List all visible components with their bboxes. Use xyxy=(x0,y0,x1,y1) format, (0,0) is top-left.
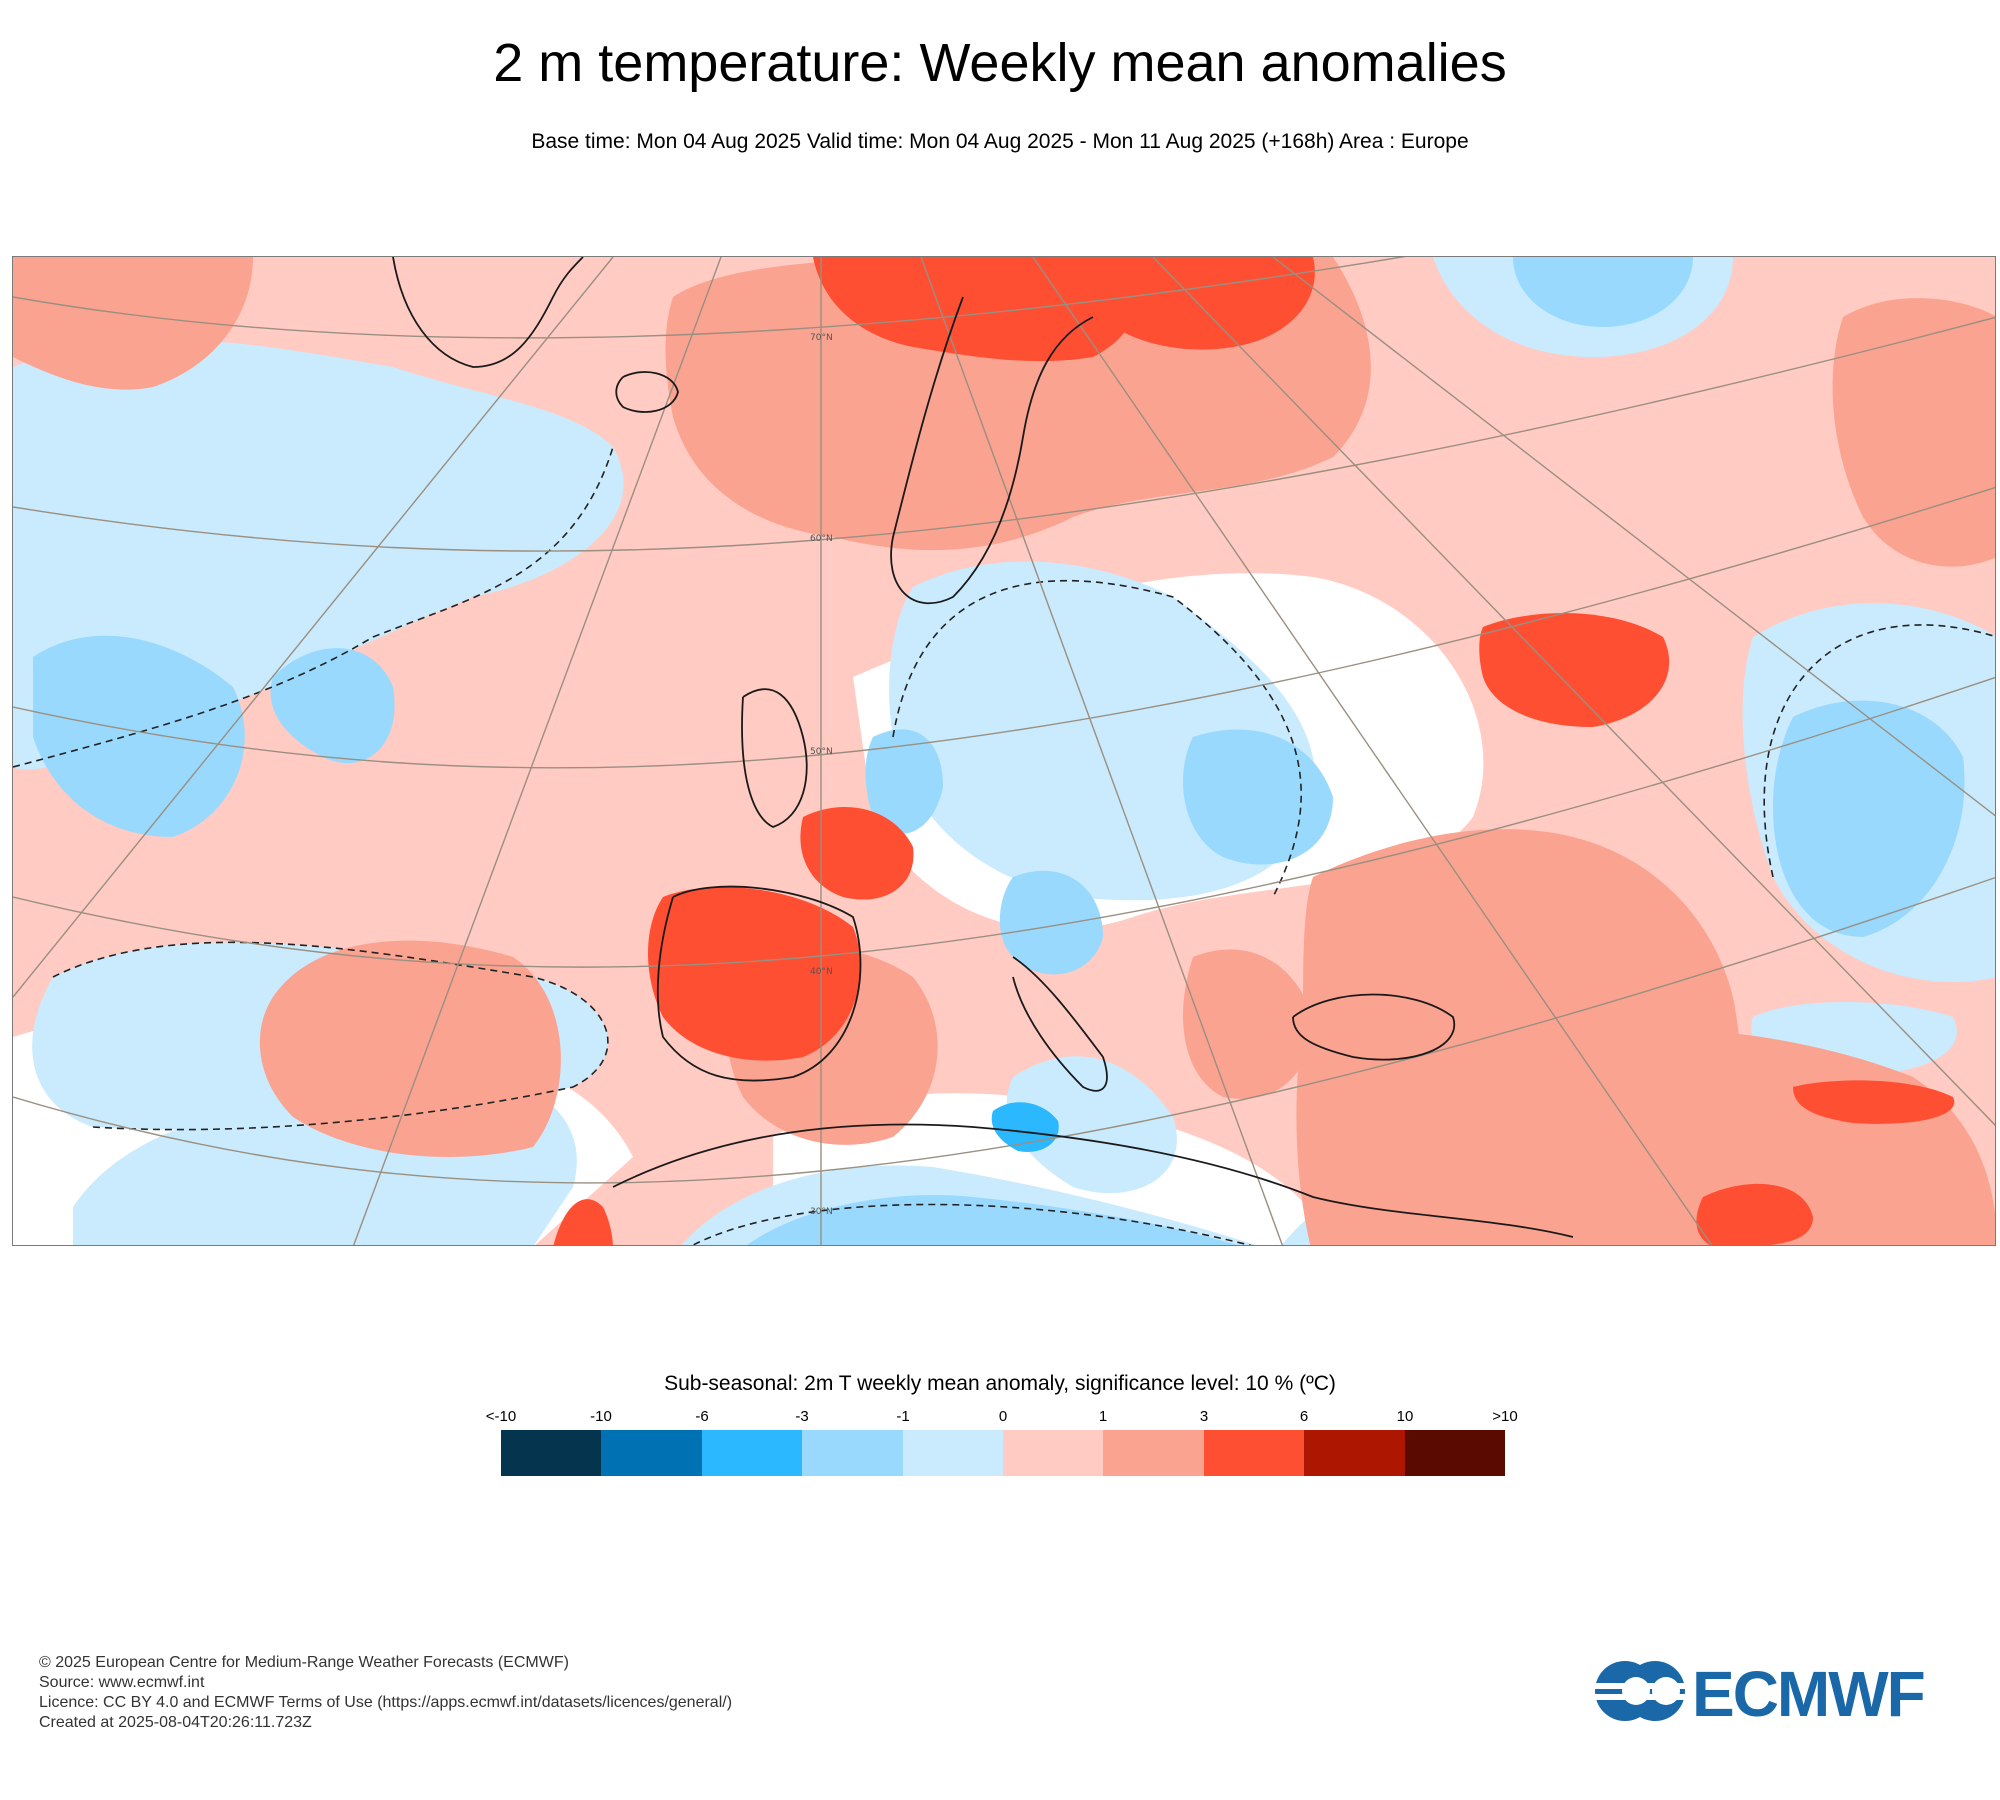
blue-zone-russia xyxy=(1183,729,1333,865)
legend-swatch xyxy=(1404,1430,1506,1476)
licence-line: Licence: CC BY 4.0 and ECMWF Terms of Us… xyxy=(39,1694,733,1711)
legend-swatch xyxy=(802,1430,903,1476)
coastline-iceland xyxy=(615,371,679,413)
lat-label-50: 50°N xyxy=(810,747,833,757)
lat-label-70: 70°N xyxy=(810,333,833,343)
legend-swatch xyxy=(701,1430,803,1476)
blue-zone-north-africa xyxy=(747,1195,1238,1245)
red-zone-greenland xyxy=(13,257,253,390)
ecmwf-logo: ECMWF xyxy=(1592,1656,1967,1730)
significance-contour xyxy=(691,1203,1252,1245)
longitude-line xyxy=(1032,257,1713,1245)
legend-tick: -3 xyxy=(795,1408,809,1425)
anomaly-map: 70°N 60°N 50°N 40°N 30°N xyxy=(12,256,1996,1246)
longitude-line xyxy=(352,257,722,1245)
red-zone-ural xyxy=(1832,298,1995,567)
significance-contour xyxy=(52,941,609,1088)
legend-tick: >10 xyxy=(1492,1408,1518,1425)
strongred-zone-iberia xyxy=(648,887,861,1061)
latitude-line xyxy=(13,876,1995,1184)
copyright-line: © 2025 European Centre for Medium-Range … xyxy=(39,1654,569,1671)
created-line: Created at 2025-08-04T20:26:11.723Z xyxy=(39,1714,312,1731)
map-canvas: 70°N 60°N 50°N 40°N 30°N xyxy=(13,257,1995,1245)
latitude-line xyxy=(13,486,1995,769)
significance-contour xyxy=(892,579,1302,898)
legend-tick: -10 xyxy=(590,1408,612,1425)
legend-ticks: <-10 -10 -6 -3 -1 0 1 3 6 10 >10 xyxy=(486,1408,1520,1428)
legend-swatch xyxy=(501,1430,602,1476)
coastline-italy xyxy=(1012,956,1108,1092)
longitude-line xyxy=(1272,257,1995,817)
source-line: Source: www.ecmwf.int xyxy=(39,1674,205,1691)
coastlines xyxy=(392,257,1574,1238)
legend-swatch xyxy=(1003,1430,1104,1476)
legend-swatch xyxy=(1103,1430,1204,1476)
darkblue-zone-tunisia xyxy=(991,1102,1059,1152)
legend-tick: -6 xyxy=(695,1408,709,1425)
red-zone-atlantic xyxy=(259,940,561,1157)
lat-label-60: 60°N xyxy=(810,534,833,544)
lat-label-40: 40°N xyxy=(810,967,833,977)
strongred-zone-morocco xyxy=(553,1199,613,1245)
legend-tick: 6 xyxy=(1299,1408,1309,1425)
blue-zone-arctic xyxy=(1513,257,1693,327)
chart-subtitle: Base time: Mon 04 Aug 2025 Valid time: M… xyxy=(531,130,1469,153)
blue-zone-germany xyxy=(999,870,1103,975)
strongred-zone-north-russia xyxy=(1093,257,1315,350)
legend-tick: 3 xyxy=(1199,1408,1209,1425)
coastline-black-sea xyxy=(1292,993,1456,1061)
ecmwf-logo-text: ECMWF xyxy=(1692,1658,1924,1726)
legend-swatch xyxy=(1304,1430,1405,1476)
blue-zone-iceland-sea xyxy=(270,648,395,764)
coastline-iberia xyxy=(656,885,862,1082)
coastline-greenland xyxy=(392,257,584,368)
legend-swatch xyxy=(601,1430,702,1476)
latitude-line xyxy=(13,257,1407,339)
blue-zone-labrador xyxy=(33,635,245,837)
strongred-zone-iran xyxy=(1793,1080,1955,1124)
legend-tick: <-10 xyxy=(485,1408,517,1425)
ecmwf-logo-graphic: ECMWF xyxy=(1592,1658,1926,1730)
strongred-zone-scandinavia xyxy=(813,257,1141,362)
significance-contour xyxy=(92,1086,574,1131)
latitude-line xyxy=(13,676,1995,968)
lightblue-zone-balkans xyxy=(1006,1056,1177,1194)
legend-colorbar xyxy=(501,1430,1506,1476)
coastline-britain xyxy=(741,688,808,828)
legend-swatch xyxy=(902,1430,1004,1476)
longitude-line xyxy=(1152,257,1995,1126)
coastline-scandinavia xyxy=(890,296,1094,604)
legend-tick: -1 xyxy=(896,1408,910,1425)
legend-title: Sub-seasonal: 2m T weekly mean anomaly, … xyxy=(664,1372,1336,1395)
graticule xyxy=(13,257,1995,1245)
strongred-zone-france xyxy=(800,807,914,900)
footer-credits: © 2025 European Centre for Medium-Range … xyxy=(39,1653,732,1733)
legend-tick: 1 xyxy=(1098,1408,1108,1425)
blue-zone-siberia xyxy=(1773,700,1965,937)
legend-tick: 10 xyxy=(1396,1408,1414,1425)
latitude-line xyxy=(13,316,1995,552)
chart-title: 2 m temperature: Weekly mean anomalies xyxy=(493,33,1507,93)
legend-tick: 0 xyxy=(998,1408,1008,1425)
blue-zone-norway-sea xyxy=(865,729,943,834)
lat-label-30: 30°N xyxy=(810,1207,833,1217)
longitude-line xyxy=(13,257,614,998)
coastline-africa xyxy=(612,1123,1574,1238)
strongred-zone-syria xyxy=(1696,1183,1813,1245)
legend-swatch xyxy=(1203,1430,1305,1476)
ecmwf-logo-mark xyxy=(1592,1661,1688,1721)
longitude-line xyxy=(920,257,1284,1245)
